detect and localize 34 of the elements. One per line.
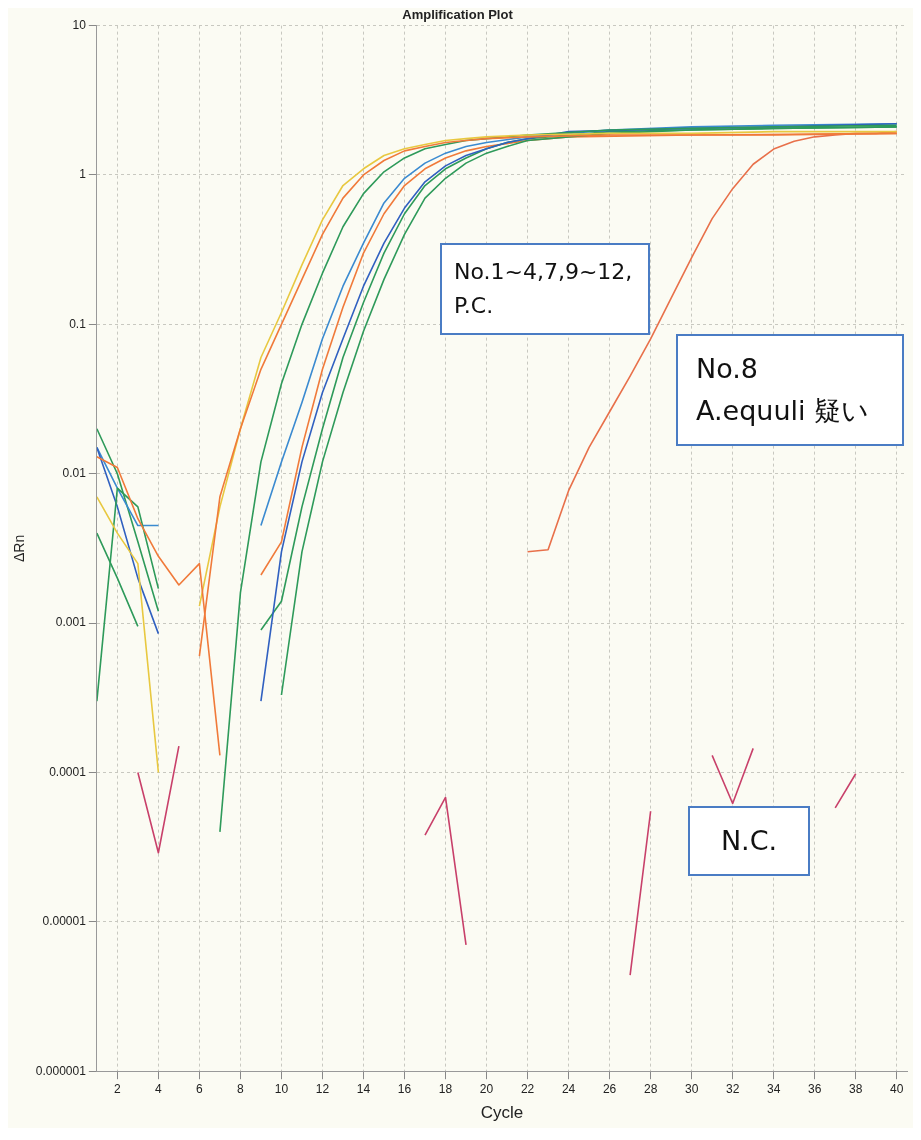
x-tick-label: 8 — [237, 1081, 245, 1096]
annotation: No.8 A.equuli 疑い — [696, 352, 870, 428]
y-tick-label: 0.00001 — [42, 914, 87, 929]
x-tick-label: 38 — [849, 1081, 863, 1096]
x-tick-label: 4 — [155, 1081, 163, 1096]
x-tick-label: 26 — [602, 1081, 617, 1096]
y-tick-label: 0.001 — [55, 615, 87, 630]
x-tick-label: 6 — [196, 1081, 204, 1096]
x-tick-label: 32 — [725, 1081, 740, 1096]
chart-title: Amplification Plot — [402, 7, 514, 23]
x-tick-label: 14 — [356, 1081, 371, 1096]
x-tick-label: 40 — [890, 1081, 904, 1096]
x-tick-label: 18 — [438, 1081, 453, 1096]
y-axis-title: ΔRn — [11, 534, 28, 563]
x-tick-label: 12 — [315, 1081, 330, 1096]
x-tick-label: 30 — [684, 1081, 699, 1096]
annotation: N.C. — [720, 824, 778, 858]
x-tick-label: 36 — [808, 1081, 822, 1096]
x-tick-label: 10 — [274, 1081, 289, 1096]
x-tick-label: 28 — [643, 1081, 658, 1096]
x-tick-label: 34 — [767, 1081, 781, 1096]
y-tick-label: 10 — [72, 17, 87, 32]
y-tick-label: 0.000001 — [35, 1063, 87, 1078]
x-tick-label: 2 — [114, 1081, 122, 1096]
x-axis-title: Cycle — [480, 1103, 524, 1123]
x-tick-label: 20 — [479, 1081, 494, 1096]
x-tick-label: 22 — [520, 1081, 535, 1096]
y-tick-label: 1 — [79, 167, 87, 182]
annotation: No.1~4,7,9~12, P.C. — [454, 258, 633, 320]
y-tick-label: 0.1 — [69, 316, 87, 331]
x-tick-label: 16 — [397, 1081, 412, 1096]
y-tick-label: 0.0001 — [49, 764, 87, 779]
y-tick-label: 0.01 — [62, 466, 87, 481]
x-tick-label: 24 — [561, 1081, 576, 1096]
